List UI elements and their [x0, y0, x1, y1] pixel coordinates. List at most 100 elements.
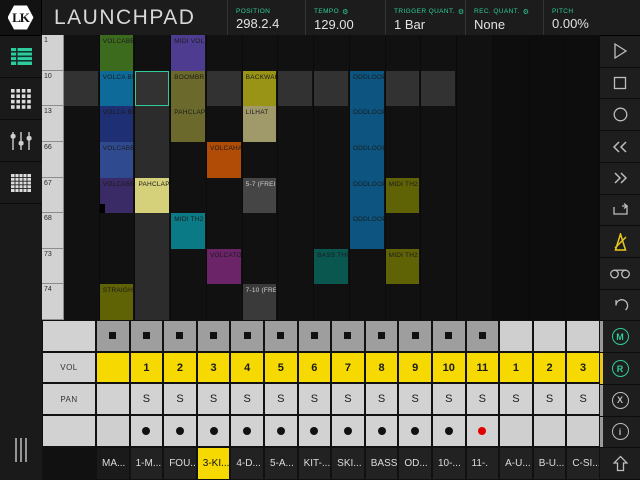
clip-slot[interactable]: STRAIGH [99, 284, 135, 320]
arm-button-6[interactable] [298, 416, 331, 446]
volume-button-13[interactable]: 2 [533, 352, 566, 383]
clip-slot[interactable] [278, 106, 313, 142]
clip-slot[interactable] [64, 106, 99, 142]
clip-5-7-frei[interactable]: 5-7 (FREI [242, 177, 277, 214]
clip-slot[interactable] [457, 249, 492, 285]
clip-slot[interactable]: ODDLOOP [349, 141, 385, 178]
arm-button-8[interactable] [365, 416, 398, 446]
track-name-button-0[interactable]: MA... [97, 447, 129, 480]
clip-slot[interactable] [564, 249, 599, 285]
clip-slot[interactable] [421, 35, 456, 71]
track-name-button-3[interactable]: 3-KI... [197, 447, 230, 480]
clip-slot[interactable] [564, 71, 599, 107]
clip-slot[interactable] [457, 106, 492, 142]
clip-slot[interactable] [64, 70, 99, 107]
empty-slot[interactable] [314, 70, 348, 107]
empty-slot[interactable] [64, 70, 98, 107]
clip-slot[interactable]: MIDI VOL [171, 35, 206, 71]
clip-slot[interactable]: VOLCABE [99, 35, 135, 71]
clip-slot[interactable] [493, 249, 528, 285]
empty-slot[interactable] [135, 141, 170, 178]
solo-button-13[interactable]: S [533, 384, 566, 415]
metronome-button[interactable] [600, 226, 640, 259]
clip-slot[interactable] [564, 35, 599, 71]
stop-clip-button-2[interactable] [164, 321, 196, 351]
volume-button-2[interactable]: 2 [164, 352, 196, 383]
clip-slot[interactable] [64, 178, 99, 214]
info-button[interactable]: i [600, 416, 640, 449]
clip-pahclap[interactable]: PAHCLAP [135, 177, 170, 214]
empty-slot[interactable] [135, 284, 170, 320]
volume-button-4[interactable]: 4 [231, 352, 263, 383]
volume-button-0[interactable] [97, 352, 129, 383]
clip-slot[interactable] [564, 178, 599, 214]
status-position[interactable]: POSITION 298.2.4 [227, 0, 305, 35]
arm-button-9[interactable] [399, 416, 431, 446]
track-name-button-7[interactable]: SKI... [332, 447, 364, 480]
arm-button-11[interactable] [466, 416, 499, 446]
solo-button-0[interactable] [97, 384, 129, 415]
clip-slot[interactable] [529, 284, 564, 320]
stop-clip-button-1[interactable] [130, 321, 163, 351]
clip-backwaf[interactable]: BACKWAF [242, 70, 277, 107]
clip-slot[interactable] [385, 70, 421, 107]
track-name-button-1[interactable]: 1-M... [130, 447, 163, 480]
clip-slot[interactable] [386, 142, 421, 178]
scene-launch-10[interactable]: 10 [42, 70, 64, 107]
sidebar-item-keyboard-grid[interactable] [0, 162, 42, 204]
clip-slot[interactable] [421, 106, 456, 142]
clip-slot[interactable] [314, 284, 349, 320]
stop-clip-button-6[interactable] [298, 321, 331, 351]
solo-button-11[interactable]: S [466, 384, 499, 415]
clip-slot[interactable] [135, 35, 170, 71]
clip-oddloop[interactable]: ODDLOOP [349, 213, 384, 249]
clip-straigh[interactable]: STRAIGH [99, 284, 134, 320]
clip-pahclap[interactable]: PAHCLAP [171, 106, 205, 142]
clip-slot[interactable] [421, 284, 456, 320]
arm-button-4[interactable] [231, 416, 263, 446]
stop-clip-button-4[interactable] [231, 321, 263, 351]
clip-slot[interactable] [64, 249, 99, 285]
clip-slot[interactable] [135, 284, 170, 320]
clip-slot[interactable] [529, 142, 564, 178]
solo-button-7[interactable]: S [332, 384, 364, 415]
clip-slot[interactable] [493, 106, 528, 142]
volume-button-10[interactable]: 10 [432, 352, 465, 383]
forward-button[interactable] [600, 163, 640, 195]
clip-slot[interactable] [493, 178, 528, 214]
clip-slot[interactable] [457, 178, 492, 214]
clip-oddloop[interactable]: ODDLOOP [349, 70, 384, 107]
undo-button[interactable] [600, 290, 640, 322]
clip-volcato[interactable]: VOLCATO [206, 248, 241, 285]
clip-boombr[interactable]: BOOMBR [171, 70, 205, 107]
track-name-button-6[interactable]: KIT-... [298, 447, 331, 480]
clip-slot[interactable] [314, 142, 349, 178]
solo-button-8[interactable]: S [365, 384, 398, 415]
clip-slot[interactable] [100, 249, 135, 285]
clip-volcabe[interactable]: VOLCABE [99, 35, 134, 71]
tape-button[interactable] [600, 258, 640, 290]
solo-button-10[interactable]: S [432, 384, 465, 415]
clip-slot[interactable]: BASS THI [314, 248, 349, 285]
clip-slot[interactable] [493, 284, 528, 320]
sidebar-item-session-view[interactable] [0, 36, 42, 78]
clip-volca-bi[interactable]: VOLCA BI [99, 70, 134, 107]
stop-clip-button-7[interactable] [332, 321, 364, 351]
solo-button-4[interactable]: S [231, 384, 263, 415]
clip-slot[interactable] [314, 70, 349, 107]
mute-mode-button[interactable]: M [600, 321, 640, 354]
sidebar-item-drum-pads[interactable] [0, 78, 42, 120]
clip-slot[interactable] [243, 249, 278, 285]
clip-slot[interactable]: ODDLOOP [349, 213, 385, 249]
clip-slot[interactable] [278, 35, 313, 71]
stop-clip-button-5[interactable] [264, 321, 297, 351]
scene-launch-73[interactable]: 73 [42, 248, 64, 285]
empty-slot[interactable] [421, 70, 456, 107]
clip-slot[interactable] [278, 178, 313, 214]
track-name-button-12[interactable]: A-U... [500, 447, 532, 480]
play-button[interactable] [600, 36, 640, 68]
volume-button-7[interactable]: 7 [332, 352, 364, 383]
clip-slot[interactable]: PAHCLAP [135, 177, 170, 214]
scene-launch-13[interactable]: 13 [42, 106, 64, 142]
clip-slot[interactable]: 7-10 (FRE [242, 284, 278, 320]
